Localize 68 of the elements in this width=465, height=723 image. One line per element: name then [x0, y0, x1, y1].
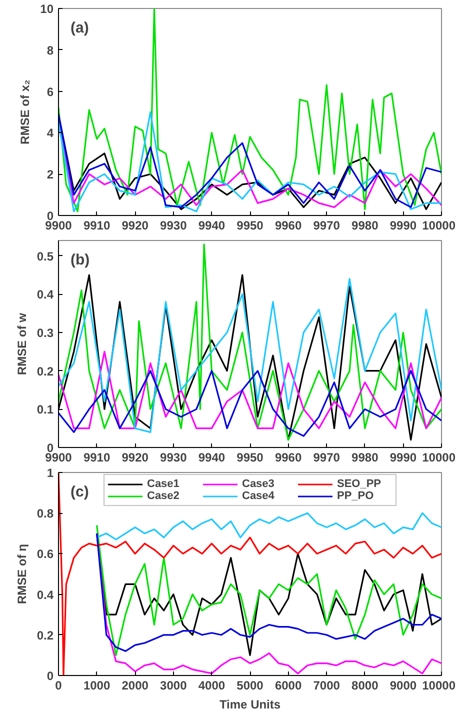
legend-label: SEO_PP	[337, 478, 382, 490]
y-tick-label: 0.1	[36, 402, 54, 417]
line-series	[58, 370, 442, 437]
annotation: (b)	[70, 252, 90, 268]
x-tick-label: 5000	[236, 678, 264, 692]
legend-label: Case3	[242, 478, 276, 490]
x-tick-label: 6000	[274, 678, 302, 692]
x-tick-label: 9990	[390, 218, 417, 232]
y-axis-title: RMSE of x₂	[18, 80, 32, 144]
y-tick-label: 6	[46, 84, 54, 99]
x-tick-label: 9960	[274, 450, 302, 464]
x-tick-label: 9940	[198, 450, 226, 464]
annotation: (c)	[70, 484, 89, 500]
x-tick-label: 9900	[45, 450, 72, 464]
x-tick-label: 9950	[236, 218, 264, 232]
annotation: (a)	[70, 20, 89, 36]
x-tick-label: 9920	[122, 450, 149, 464]
x-tick-label: 9900	[45, 218, 72, 232]
x-axis-title: Time Units	[219, 698, 281, 712]
x-tick-label: 10000	[422, 218, 456, 232]
x-tick-label: 10000	[422, 678, 456, 692]
y-tick-label: 0.6	[36, 547, 54, 562]
y-tick-label: 0.2	[36, 628, 54, 642]
y-tick-label: 0.2	[36, 364, 54, 378]
x-tick-label: 9950	[236, 450, 264, 464]
x-tick-label: 7000	[313, 678, 340, 692]
x-tick-label: 8000	[352, 678, 379, 692]
x-tick-label: 9970	[313, 218, 340, 232]
x-tick-label: 9990	[390, 450, 417, 464]
legend-label: Case2	[147, 490, 180, 502]
y-tick-label: 0.3	[36, 326, 54, 340]
y-tick-label: 0.4	[36, 288, 54, 302]
line-series	[58, 8, 442, 212]
x-tick-label: 9970	[313, 450, 340, 464]
line-series	[58, 350, 442, 430]
x-tick-label: 0	[55, 678, 62, 692]
y-axis-title: RMSE of w	[14, 312, 29, 375]
x-tick-label: 3000	[160, 678, 188, 692]
x-tick-label: 9960	[274, 218, 302, 232]
line-series	[58, 244, 442, 441]
legend-label: PP_PO	[337, 490, 375, 502]
y-tick-label: 2	[46, 168, 54, 182]
y-tick-label: 0.8	[36, 506, 54, 521]
legend-label: Case1	[147, 478, 180, 490]
x-tick-label: 9980	[352, 450, 379, 464]
x-tick-label: 10000	[422, 450, 456, 464]
x-tick-label: 9930	[160, 218, 188, 232]
x-tick-label: 9920	[122, 218, 149, 232]
line-series	[96, 512, 442, 540]
y-tick-label: 1	[46, 466, 54, 480]
x-tick-label: 4000	[198, 678, 226, 692]
y-tick-label: 10	[40, 2, 54, 16]
legend-label: Case4	[242, 490, 276, 502]
x-tick-label: 9930	[160, 450, 188, 464]
y-tick-label: 4	[46, 126, 54, 140]
y-tick-label: 0.4	[36, 588, 54, 602]
y-tick-label: 8	[46, 43, 54, 58]
y-tick-label: 0	[46, 669, 54, 683]
x-tick-label: 9910	[83, 450, 110, 464]
x-tick-label: 9000	[390, 678, 417, 692]
y-axis-title: RMSE of η	[14, 544, 29, 604]
x-tick-label: 9980	[352, 218, 379, 232]
x-tick-label: 1000	[83, 678, 110, 692]
x-tick-label: 9910	[83, 218, 110, 232]
y-tick-label: 0.5	[36, 249, 54, 264]
x-tick-label: 2000	[122, 678, 149, 692]
line-series	[58, 472, 442, 676]
x-tick-label: 9940	[198, 218, 226, 232]
